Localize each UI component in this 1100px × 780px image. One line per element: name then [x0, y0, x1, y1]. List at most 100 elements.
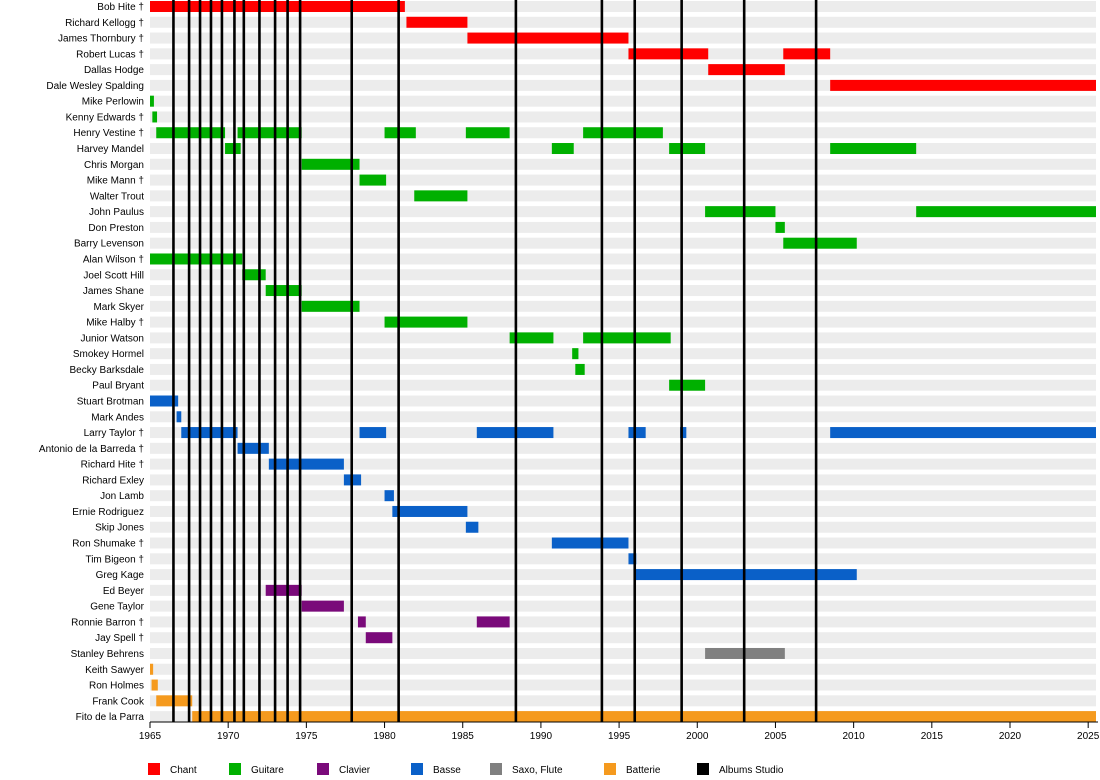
member-label: Mark Skyer	[93, 302, 144, 313]
member-label: John Paulus	[89, 207, 144, 218]
row-background	[150, 632, 1096, 644]
x-tick-label: 1980	[373, 731, 396, 742]
row-background	[150, 237, 1096, 249]
membership-bar-basse	[628, 553, 637, 565]
row-background	[150, 79, 1096, 91]
member-label: Smokey Hormel	[73, 349, 144, 360]
x-tick-label: 1985	[452, 731, 475, 742]
member-label: Dallas Hodge	[84, 65, 144, 76]
row-background	[150, 647, 1096, 659]
member-label: Ernie Rodriguez	[72, 507, 144, 518]
legend-label-batterie: Batterie	[626, 765, 661, 776]
membership-bar-guitare	[152, 111, 158, 123]
x-axis: 1965 1970 1975 1980 1985 1990 1995 2000 2005 2010…	[139, 721, 1100, 742]
row-background	[150, 158, 1096, 170]
member-label: Mark Andes	[91, 412, 144, 423]
member-label: Mike Halby †	[86, 318, 144, 329]
legend: Chant Guitare Clavier Basse Saxo, Flute Batte…	[148, 763, 784, 776]
membership-bar-guitare	[669, 379, 706, 391]
row-background	[150, 474, 1096, 486]
legend-label-guitare: Guitare	[251, 765, 284, 776]
row-background	[150, 1, 1096, 12]
membership-bar-guitare	[572, 348, 579, 360]
row-background	[150, 300, 1096, 312]
member-label: Ron Shumake †	[72, 539, 144, 550]
x-tick-label: 2025	[1077, 731, 1100, 742]
row-background	[150, 395, 1096, 407]
membership-bar-basse	[359, 427, 387, 439]
member-label: Robert Lucas †	[76, 49, 144, 60]
membership-bar-basse	[392, 505, 468, 517]
x-tick-label: 1970	[217, 731, 240, 742]
membership-bar-chant	[783, 48, 831, 60]
row-background	[150, 616, 1096, 628]
membership-bar-guitare	[301, 158, 360, 170]
membership-bar-guitare	[583, 127, 663, 139]
legend-swatch-saxo	[490, 763, 502, 775]
membership-bar-guitare	[669, 143, 706, 155]
member-label: Greg Kage	[96, 570, 145, 581]
x-tick-label: 1965	[139, 731, 162, 742]
member-label: Richard Kellogg †	[65, 18, 144, 29]
legend-label-basse: Basse	[433, 765, 461, 776]
membership-bar-guitare	[465, 127, 510, 139]
membership-bar-guitare	[783, 237, 857, 249]
membership-bar-guitare	[509, 332, 554, 344]
member-label: Tim Bigeon †	[85, 554, 144, 565]
x-tick-label: 2005	[764, 731, 787, 742]
member-label: Antonio de la Barreda †	[39, 444, 144, 455]
membership-bar-basse	[551, 537, 629, 549]
membership-bar-guitare	[384, 127, 416, 139]
legend-swatch-chant	[148, 763, 160, 775]
member-label: Becky Barksdale	[70, 365, 145, 376]
membership-bar-guitare	[156, 127, 226, 139]
row-background	[150, 521, 1096, 533]
membership-bar-guitare	[242, 269, 266, 281]
membership-bar-guitare	[150, 95, 154, 107]
member-label: Mike Perlowin	[82, 97, 144, 108]
member-label: James Shane	[83, 286, 145, 297]
membership-bar-basse	[181, 427, 238, 439]
row-background	[150, 505, 1096, 517]
membership-bar-guitare	[237, 127, 302, 139]
membership-bar-guitare	[265, 285, 302, 297]
member-label: Kenny Edwards †	[66, 112, 144, 123]
membership-bar-basse	[634, 569, 857, 581]
row-background	[150, 48, 1096, 60]
member-label: Don Preston	[88, 223, 144, 234]
legend-swatch-guitare	[229, 763, 241, 775]
membership-bar-batterie	[151, 679, 158, 691]
row-background	[150, 143, 1096, 155]
membership-bar-basse	[680, 427, 687, 439]
row-background	[150, 553, 1096, 565]
legend-label-saxo: Saxo, Flute	[512, 765, 563, 776]
member-label: Henry Vestine †	[73, 128, 144, 139]
membership-bar-guitare	[830, 143, 917, 155]
membership-bar-clavier	[365, 632, 393, 644]
row-background	[150, 285, 1096, 297]
member-label: Ron Holmes	[89, 681, 144, 692]
membership-bar-basse	[384, 490, 394, 502]
member-labels: Bob Hite † Richard Kellogg † James Thornbu…	[39, 2, 145, 723]
x-tick-label: 2020	[999, 731, 1022, 742]
membership-bar-guitare	[150, 253, 243, 265]
row-background	[150, 411, 1096, 423]
x-tick-label: 1990	[530, 731, 553, 742]
member-label: Ronnie Barron †	[71, 617, 144, 628]
x-tick-label: 2015	[921, 731, 944, 742]
x-tick-label: 1995	[608, 731, 631, 742]
legend-label-clavier: Clavier	[339, 765, 371, 776]
member-label: Walter Trout	[90, 191, 144, 202]
row-background	[150, 316, 1096, 328]
member-label: Joel Scott Hill	[83, 270, 144, 281]
membership-bar-basse	[150, 395, 179, 407]
membership-bar-guitare	[583, 332, 671, 344]
legend-label-albums: Albums Studio	[719, 765, 784, 776]
member-label: Stuart Brotman	[77, 397, 144, 408]
row-background	[150, 679, 1096, 691]
row-background	[150, 569, 1096, 581]
member-label: Junior Watson	[80, 333, 144, 344]
membership-bar-chant	[150, 1, 405, 12]
row-backgrounds	[150, 1, 1096, 723]
membership-bar-guitare	[384, 316, 468, 328]
